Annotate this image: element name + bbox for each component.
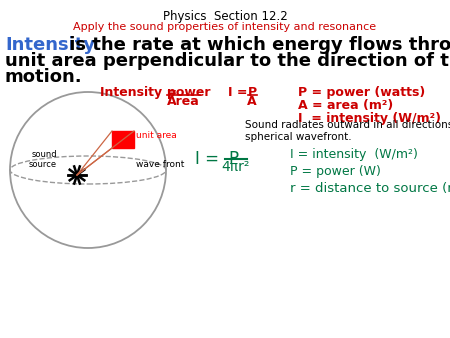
Text: r = distance to source (m): r = distance to source (m) xyxy=(290,182,450,195)
Text: P: P xyxy=(248,86,257,99)
Text: A: A xyxy=(247,95,257,108)
Text: A = area (m²): A = area (m²) xyxy=(298,99,393,112)
Text: Area: Area xyxy=(166,95,199,108)
Text: I  = intensity (W/m²): I = intensity (W/m²) xyxy=(298,112,441,125)
Text: unit area: unit area xyxy=(136,131,177,140)
Text: Apply the sound properties of intensity and resonance: Apply the sound properties of intensity … xyxy=(73,22,377,32)
Text: Physics  Section 12.2: Physics Section 12.2 xyxy=(162,10,288,23)
Text: Sound radiates outward in all directions creating a
spherical wavefront.: Sound radiates outward in all directions… xyxy=(245,120,450,142)
Text: sound
source: sound source xyxy=(29,150,57,169)
Text: Intensity: Intensity xyxy=(5,36,95,54)
Text: I =: I = xyxy=(228,86,252,99)
Text: unit area perpendicular to the direction of the wave: unit area perpendicular to the direction… xyxy=(5,52,450,70)
Bar xyxy=(112,131,134,148)
Text: I =: I = xyxy=(195,150,224,168)
Text: power: power xyxy=(167,86,211,99)
Text: I = intensity  (W/m²): I = intensity (W/m²) xyxy=(290,148,418,161)
Text: P = power (watts): P = power (watts) xyxy=(298,86,425,99)
Text: P = power (W): P = power (W) xyxy=(290,165,381,178)
Text: wave front: wave front xyxy=(136,160,184,169)
Text: P: P xyxy=(228,150,238,168)
Text: is the rate at which energy flows through a: is the rate at which energy flows throug… xyxy=(63,36,450,54)
Text: 4πr²: 4πr² xyxy=(222,160,250,174)
Text: motion.: motion. xyxy=(5,68,83,86)
Text: Intensity =: Intensity = xyxy=(100,86,181,99)
